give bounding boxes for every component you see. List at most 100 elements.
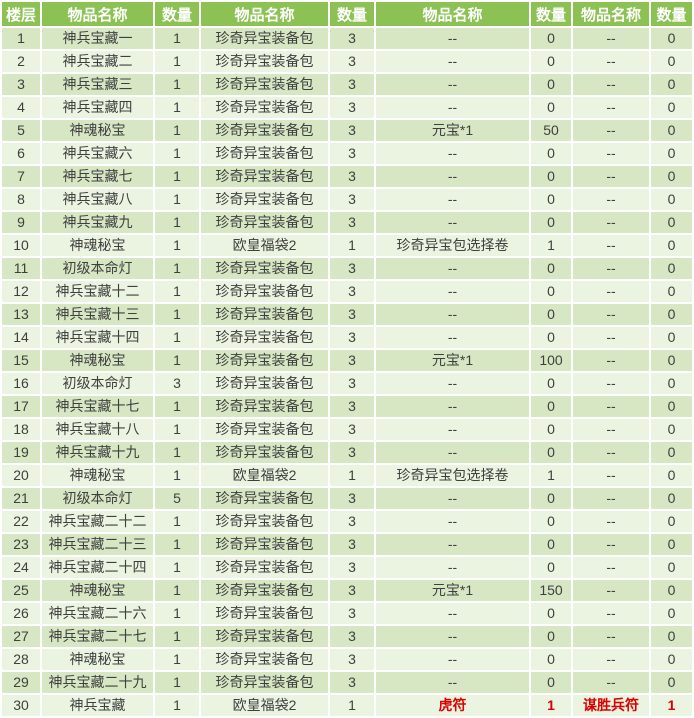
cell-quantity: 3 (330, 419, 374, 440)
cell-quantity: 0 (531, 28, 571, 49)
cell-quantity: 0 (651, 557, 692, 578)
cell-item-name: 谋胜兵符 (573, 695, 649, 716)
cell-floor: 18 (2, 419, 40, 440)
cell-quantity: 1 (155, 580, 199, 601)
cell-quantity: 1 (155, 166, 199, 187)
cell-floor: 4 (2, 97, 40, 118)
cell-quantity: 0 (531, 672, 571, 693)
cell-quantity: 1 (155, 695, 199, 716)
cell-item-name: -- (573, 189, 649, 210)
cell-item-name: 神兵宝藏二十二 (42, 511, 153, 532)
cell-quantity: 3 (155, 373, 199, 394)
cell-item-name: -- (376, 28, 529, 49)
cell-quantity: 3 (330, 143, 374, 164)
table-row: 6 神兵宝藏六 1 珍奇异宝装备包 3 -- 0 -- 0 (2, 143, 692, 164)
cell-quantity: 1 (531, 695, 571, 716)
cell-quantity: 0 (531, 557, 571, 578)
cell-floor: 29 (2, 672, 40, 693)
table-row: 15 神魂秘宝 1 珍奇异宝装备包 3 元宝*1 100 -- 0 (2, 350, 692, 371)
cell-floor: 26 (2, 603, 40, 624)
cell-item-name: -- (573, 419, 649, 440)
table-row: 28 神魂秘宝 1 珍奇异宝装备包 3 -- 0 -- 0 (2, 649, 692, 670)
cell-floor: 21 (2, 488, 40, 509)
table-row: 20 神魂秘宝 1 欧皇福袋2 1 珍奇异宝包选择卷 1 -- 0 (2, 465, 692, 486)
cell-quantity: 0 (651, 580, 692, 601)
table-row: 26 神兵宝藏二十六 1 珍奇异宝装备包 3 -- 0 -- 0 (2, 603, 692, 624)
cell-item-name: 珍奇异宝装备包 (201, 488, 328, 509)
cell-floor: 19 (2, 442, 40, 463)
cell-quantity: 1 (155, 258, 199, 279)
cell-floor: 12 (2, 281, 40, 302)
cell-quantity: 0 (651, 396, 692, 417)
cell-quantity: 0 (531, 166, 571, 187)
cell-item-name: 珍奇异宝装备包 (201, 120, 328, 141)
cell-item-name: -- (573, 97, 649, 118)
cell-quantity: 0 (531, 396, 571, 417)
cell-floor: 5 (2, 120, 40, 141)
cell-item-name: 珍奇异宝装备包 (201, 97, 328, 118)
table-row: 19 神兵宝藏十九 1 珍奇异宝装备包 3 -- 0 -- 0 (2, 442, 692, 463)
cell-item-name: -- (573, 580, 649, 601)
table-row: 3 神兵宝藏三 1 珍奇异宝装备包 3 -- 0 -- 0 (2, 74, 692, 95)
cell-quantity: 1 (330, 465, 374, 486)
cell-item-name: -- (573, 465, 649, 486)
cell-item-name: -- (573, 649, 649, 670)
cell-quantity: 1 (155, 672, 199, 693)
cell-item-name: -- (573, 235, 649, 256)
cell-item-name: 欧皇福袋2 (201, 465, 328, 486)
table-row: 16 初级本命灯 3 珍奇异宝装备包 3 -- 0 -- 0 (2, 373, 692, 394)
column-header-4: 数量 (330, 2, 374, 26)
cell-item-name: 元宝*1 (376, 350, 529, 371)
cell-floor: 7 (2, 166, 40, 187)
table-row: 4 神兵宝藏四 1 珍奇异宝装备包 3 -- 0 -- 0 (2, 97, 692, 118)
cell-quantity: 0 (531, 97, 571, 118)
cell-item-name: 神兵宝藏十二 (42, 281, 153, 302)
cell-quantity: 3 (330, 166, 374, 187)
cell-quantity: 3 (330, 488, 374, 509)
cell-item-name: 珍奇异宝装备包 (201, 350, 328, 371)
cell-item-name: -- (573, 304, 649, 325)
cell-quantity: 1 (155, 649, 199, 670)
cell-quantity: 0 (531, 442, 571, 463)
cell-item-name: -- (376, 626, 529, 647)
cell-quantity: 0 (651, 258, 692, 279)
cell-item-name: -- (573, 557, 649, 578)
cell-floor: 17 (2, 396, 40, 417)
cell-quantity: 1 (155, 396, 199, 417)
cell-quantity: 0 (651, 626, 692, 647)
cell-floor: 3 (2, 74, 40, 95)
cell-quantity: 3 (330, 258, 374, 279)
cell-quantity: 1 (155, 281, 199, 302)
cell-item-name: 初级本命灯 (42, 258, 153, 279)
cell-item-name: -- (376, 281, 529, 302)
cell-item-name: -- (573, 350, 649, 371)
column-header-5: 物品名称 (376, 2, 529, 26)
cell-item-name: -- (573, 488, 649, 509)
cell-item-name: 神兵宝藏一 (42, 28, 153, 49)
cell-item-name: 神兵宝藏九 (42, 212, 153, 233)
cell-item-name: 珍奇异宝装备包 (201, 281, 328, 302)
cell-item-name: -- (376, 373, 529, 394)
cell-quantity: 3 (330, 603, 374, 624)
cell-item-name: -- (376, 327, 529, 348)
cell-item-name: 神兵宝藏二 (42, 51, 153, 72)
cell-item-name: 神兵宝藏 (42, 695, 153, 716)
cell-quantity: 0 (531, 51, 571, 72)
cell-quantity: 3 (330, 304, 374, 325)
cell-quantity: 1 (330, 695, 374, 716)
cell-quantity: 1 (155, 465, 199, 486)
cell-item-name: -- (573, 534, 649, 555)
cell-quantity: 0 (651, 350, 692, 371)
cell-item-name: -- (376, 51, 529, 72)
cell-item-name: 神兵宝藏三 (42, 74, 153, 95)
cell-item-name: 神兵宝藏二十四 (42, 557, 153, 578)
cell-quantity: 0 (651, 649, 692, 670)
cell-quantity: 0 (531, 327, 571, 348)
cell-item-name: -- (573, 373, 649, 394)
cell-item-name: -- (573, 511, 649, 532)
cell-quantity: 0 (651, 488, 692, 509)
cell-item-name: -- (573, 212, 649, 233)
cell-item-name: 珍奇异宝包选择卷 (376, 465, 529, 486)
cell-item-name: 神兵宝藏八 (42, 189, 153, 210)
